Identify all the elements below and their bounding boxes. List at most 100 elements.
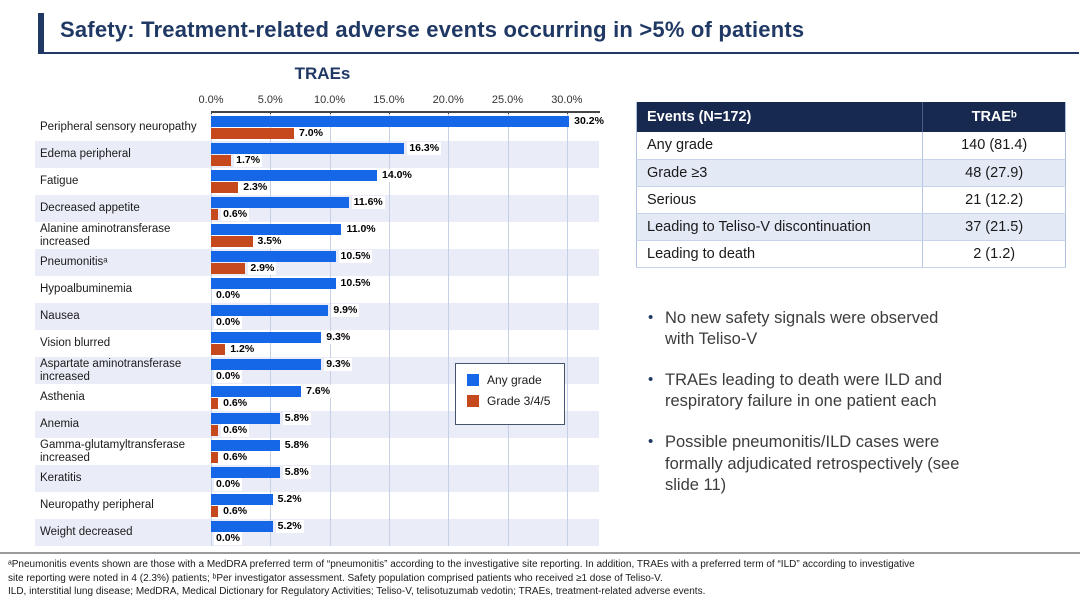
row-stripe [35,519,599,546]
legend-swatch [467,374,479,386]
bullet-line: respiratory failure in one patient each [665,392,937,411]
gridline [388,114,390,546]
gridline [448,114,450,546]
any-grade-value-label: 11.0% [344,223,378,236]
category-label: Gamma-glutamyltransferase increased [40,438,186,464]
grade345-value-label: 0.0% [214,316,242,329]
grade345-value-label: 7.0% [297,127,325,140]
grade345-value-label: 0.0% [214,478,242,491]
any-grade-value-label: 5.8% [282,466,311,479]
grade345-bar [211,452,219,463]
any-grade-bar [211,278,336,289]
category-label: Hypoalbuminemia [40,283,133,296]
any-grade-value-label: 10.5% [338,250,373,263]
gridline [329,114,331,546]
any-grade-bar [211,197,349,208]
bullet-line: Possible pneumonitis/ILD cases were [665,433,940,452]
chart-row: Fatigue 14.0% 2.3% [35,168,599,195]
footnote-line: ᵃPneumonitis events shown are those with… [8,559,915,570]
any-grade-value-label: 5.8% [282,412,311,425]
category-label: Pneumonitisᵃ [40,256,108,269]
bullet-line: No new safety signals were observed [665,309,939,327]
category-label: Alanine aminotransferase increased [40,222,171,248]
grade345-bar [211,209,219,220]
event-value-cell: 37 (21.5) [922,213,1066,241]
grade345-value-label: 0.6% [221,208,250,221]
x-axis-tick-label: 10.0% [313,94,346,106]
category-label: Vision blurred [40,337,111,350]
bullet-line: with Teliso-V [665,330,758,349]
bullet-point: No new safety signals were observed with … [648,308,1048,350]
category-label: Anemia [40,418,79,431]
legend-item: Any grade [467,373,564,387]
category-label: Neuropathy peripheral [40,499,154,512]
any-grade-value-label: 5.2% [275,520,304,533]
grade345-value-label: 0.6% [221,397,250,410]
table-row: Leading to Teliso-V discontinuation 37 (2… [636,213,1066,241]
grade345-bar [211,263,246,274]
chart-row: Neuropathy peripheral 5.2% 0.6% [35,492,599,519]
event-value-cell: 48 (27.9) [922,159,1066,187]
table-row: Leading to death 2 (1.2) [636,240,1066,268]
any-grade-value-label: 9.3% [324,358,353,371]
footer-rule [0,552,1080,554]
any-grade-bar [211,386,302,397]
x-axis-tick-label: 30.0% [551,94,583,106]
grade345-bar [211,398,219,409]
any-grade-value-label: 14.0% [380,169,414,182]
footnote-line: ILD, interstitial lung disease; MedDRA, … [8,586,706,597]
any-grade-value-label: 10.5% [338,277,373,290]
grade345-bar [211,344,226,355]
any-grade-value-label: 5.2% [275,493,304,506]
chart-row: Alanine aminotransferase increased 11.0% 3… [35,222,599,249]
any-grade-value-label: 30.2% [572,115,606,128]
gridline [270,114,272,546]
category-label: Aspartate aminotransferase increased [40,357,182,383]
grade345-bar [211,128,295,139]
event-name-cell: Leading to Teliso-V discontinuation [636,213,924,241]
title-accent-bar [38,13,44,52]
legend-label: Grade 3/4/5 [487,394,551,408]
footnotes: ᵃPneumonitis events shown are those with… [8,558,1074,599]
event-name-cell: Serious [636,186,924,214]
table-header-events: Events (N=172) [636,102,924,132]
axis-line [211,111,600,113]
any-grade-bar [211,413,280,424]
any-grade-value-label: 5.8% [282,439,311,452]
grade345-value-label: 0.0% [214,370,242,383]
title-rule [38,52,1079,54]
table-row: Grade ≥3 48 (27.9) [636,159,1066,187]
legend-item: Grade 3/4/5 [467,394,564,408]
any-grade-bar [211,116,570,127]
bullet-line: TRAEs leading to death were ILD and [665,371,942,390]
grade345-bar [211,236,253,247]
any-grade-bar [211,521,273,532]
grade345-value-label: 1.2% [228,343,257,356]
table-row: Serious 21 (12.2) [636,186,1066,214]
chart-row: Weight decreased 5.2% 0.0% [35,519,599,546]
any-grade-bar [211,305,329,316]
grade345-value-label: 0.6% [221,505,250,518]
grade345-bar [211,155,232,166]
event-value-cell: 21 (12.2) [922,186,1066,214]
any-grade-bar [211,170,378,181]
any-grade-bar [211,143,405,154]
event-value-cell: 140 (81.4) [922,132,1066,160]
x-axis-tick-label: 0.0% [198,94,224,106]
chart-legend: Any grade Grade 3/4/5 [455,363,565,425]
grade345-bar [211,182,239,193]
category-label: Fatigue [40,175,79,188]
grade345-value-label: 2.3% [241,181,270,194]
legend-swatch [467,395,479,407]
key-points-list: No new safety signals were observed with … [648,308,1048,516]
any-grade-value-label: 9.3% [324,331,353,344]
grade345-value-label: 0.0% [214,532,242,545]
any-grade-bar [211,494,273,505]
chart-title: TRAEs [294,64,351,83]
event-name-cell: Any grade [636,132,924,160]
chart-row: Edema peripheral 16.3% 1.7% [35,141,599,168]
category-label: Edema peripheral [40,148,131,161]
gridline [211,114,212,546]
any-grade-bar [211,332,322,343]
any-grade-value-label: 7.6% [304,385,333,398]
